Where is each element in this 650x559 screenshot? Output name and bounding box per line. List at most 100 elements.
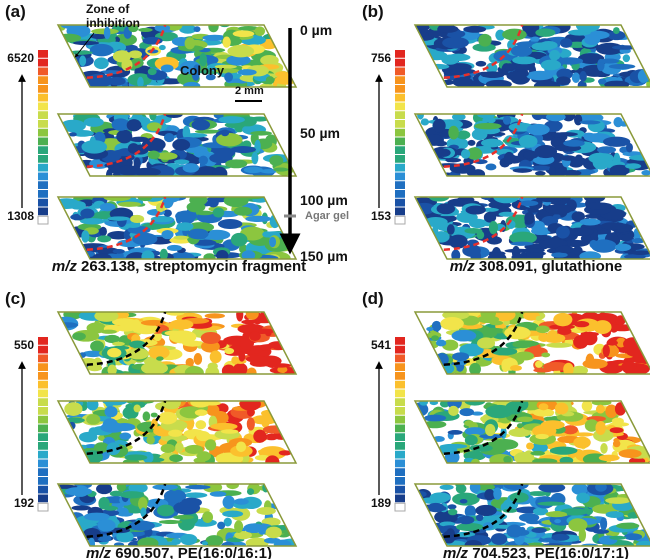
- heat-blob: [184, 365, 204, 374]
- heat-blob: [589, 239, 598, 249]
- heat-blob: [611, 45, 638, 50]
- slice-frame: [413, 24, 650, 88]
- heat-blob: [447, 401, 462, 410]
- heat-blob: [459, 408, 475, 417]
- heat-blob: [560, 38, 573, 48]
- colorbar-segment: [395, 198, 405, 207]
- heat-blob: [493, 312, 516, 322]
- heat-blob: [209, 350, 222, 364]
- heat-blob: [575, 25, 600, 33]
- heat-blob: [153, 331, 162, 342]
- heat-blob: [128, 50, 143, 59]
- heat-blob: [140, 361, 169, 374]
- colorbar-segment: [395, 433, 405, 441]
- heat-blob: [426, 326, 434, 332]
- heat-blob: [107, 347, 122, 358]
- heat-blob: [107, 364, 117, 374]
- slice-frame: [56, 113, 298, 177]
- heat-blob: [531, 527, 547, 533]
- heat-blob: [233, 362, 248, 374]
- heat-blob: [216, 132, 243, 147]
- heat-blob: [183, 81, 201, 87]
- caption-text: 704.523, PE(16:0/17:1): [472, 545, 629, 559]
- heat-blob: [545, 114, 566, 122]
- heat-blob: [175, 210, 198, 222]
- heat-blob: [485, 312, 493, 321]
- heat-blob: [448, 405, 459, 417]
- heat-blob: [581, 401, 593, 412]
- heat-blob: [459, 498, 468, 504]
- heat-blob: [475, 60, 487, 67]
- heat-blob: [622, 54, 631, 63]
- heat-blob: [216, 250, 229, 259]
- colony-boundary: [443, 114, 524, 168]
- heat-blob: [218, 116, 245, 124]
- heat-blob: [532, 424, 557, 438]
- heat-blob: [221, 429, 239, 434]
- heat-blob: [607, 30, 626, 41]
- heat-blob: [137, 537, 159, 546]
- heat-blob: [116, 530, 134, 543]
- heat-blob: [191, 119, 211, 131]
- heat-blob: [538, 333, 550, 342]
- heat-blob: [571, 484, 589, 496]
- heat-blob: [480, 327, 507, 334]
- heat-blob: [273, 167, 289, 172]
- heat-blob: [510, 241, 534, 246]
- heat-blob: [246, 417, 255, 431]
- heat-blob: [176, 222, 194, 231]
- colorbar-segment: [38, 137, 48, 146]
- heat-blob: [140, 319, 167, 326]
- heat-blob: [132, 232, 158, 246]
- heat-blob: [437, 25, 459, 33]
- heat-blob: [593, 529, 610, 534]
- colorbar-segment: [395, 102, 405, 111]
- heat-blob: [147, 67, 157, 76]
- heat-blob: [574, 114, 583, 126]
- heat-blob: [524, 450, 534, 460]
- heat-blob: [602, 136, 631, 147]
- heat-blob: [169, 454, 183, 463]
- heat-blob: [623, 533, 643, 541]
- heat-blob: [526, 70, 554, 81]
- heat-blob: [231, 356, 240, 365]
- heat-blob: [72, 332, 86, 341]
- colorbar-segment: [395, 372, 405, 380]
- heat-blob: [535, 325, 550, 334]
- heat-blob: [534, 145, 558, 159]
- heat-blob: [501, 358, 510, 373]
- heat-blob: [480, 138, 503, 148]
- heat-blob: [546, 342, 572, 348]
- colorbar-segment: [38, 111, 48, 119]
- heat-blob: [238, 351, 246, 362]
- heat-blob: [200, 331, 221, 344]
- colorbar-segment: [38, 198, 48, 207]
- heat-blob: [542, 361, 569, 371]
- colorbar-segment: [38, 76, 48, 84]
- heat-blob: [222, 495, 235, 509]
- colorbar-segment: [395, 398, 405, 406]
- heat-blob: [93, 57, 109, 70]
- panel-label: (b): [362, 2, 384, 21]
- heat-blob: [269, 155, 284, 166]
- colony-boundary: [443, 25, 524, 79]
- heat-blob: [463, 25, 487, 33]
- heat-blob: [526, 520, 542, 525]
- slice-frame: [56, 24, 298, 88]
- heat-blob: [133, 404, 141, 413]
- heat-blob: [484, 489, 495, 501]
- caption: m/z 704.523, PE(16:0/17:1): [405, 545, 650, 559]
- colorbar-segment: [395, 389, 405, 398]
- scale-min: 189: [370, 496, 391, 510]
- heat-blob: [573, 321, 590, 328]
- heat-blob: [147, 150, 160, 160]
- heat-blob: [578, 528, 587, 542]
- caption-text: 690.507, PE(16:0/16:1): [115, 545, 272, 559]
- heat-blob: [523, 150, 539, 159]
- heat-blob: [480, 71, 505, 78]
- heat-blob: [112, 50, 131, 63]
- heat-blob: [262, 231, 285, 239]
- heat-blob: [104, 406, 118, 418]
- colorbar-segment: [395, 50, 405, 58]
- colorbar-segment: [395, 137, 405, 146]
